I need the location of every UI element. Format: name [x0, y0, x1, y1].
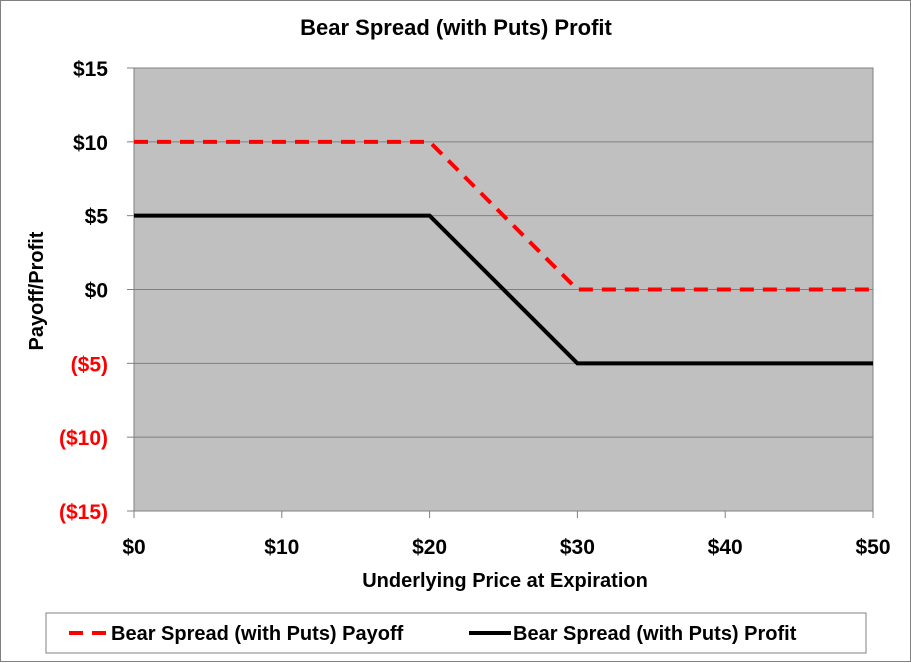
series-line-payoff: [134, 139, 873, 292]
y-tick-label: $5: [85, 206, 109, 229]
x-tick-label: $0: [122, 536, 145, 559]
legend: Bear Spread (with Puts) Payoff Bear Sprea…: [69, 623, 797, 645]
legend-box: [45, 612, 867, 654]
legend-label-profit: Bear Spread (with Puts) Profit: [513, 623, 797, 645]
x-axis-label: Underlying Price at Expiration: [362, 570, 648, 592]
series-line-profit: [134, 213, 873, 366]
legend-label-payoff: Bear Spread (with Puts) Payoff: [111, 623, 404, 645]
y-tick-label: $10: [73, 132, 108, 155]
x-tick-label: $40: [708, 536, 743, 559]
series-lines: [134, 139, 873, 366]
y-tick-label: $15: [73, 58, 108, 81]
y-tick-label: ($15): [59, 501, 108, 524]
x-tick-label: $30: [560, 536, 595, 559]
y-tick-label: ($10): [59, 427, 108, 450]
y-tick-label: $0: [85, 280, 108, 303]
x-tick-label: $20: [412, 536, 447, 559]
chart-title: Bear Spread (with Puts) Profit: [300, 15, 612, 40]
y-tick-label: ($5): [71, 353, 108, 376]
x-tick-label: $50: [855, 536, 890, 559]
tick-labels: $15 $10 $5 $0 ($5) ($10) ($15) $0 $10 $20 $30 $40 $5…: [59, 58, 891, 559]
x-tick-label: $10: [264, 536, 299, 559]
y-axis-label: Payoff/Profit: [26, 231, 48, 350]
